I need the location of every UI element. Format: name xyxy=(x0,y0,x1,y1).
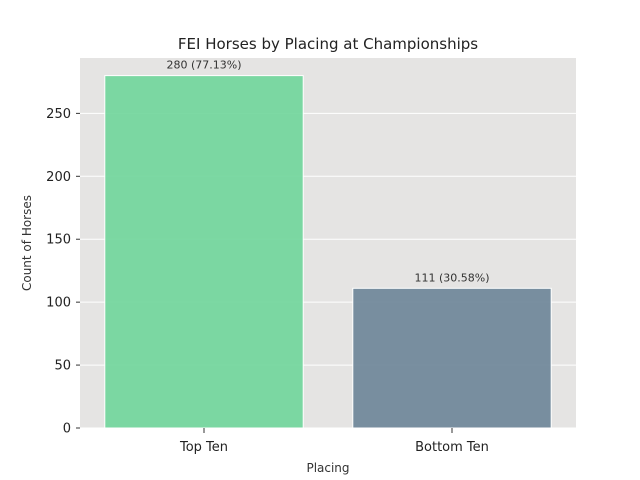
data-label: 280 (77.13%) xyxy=(166,59,241,72)
y-tick-label: 250 xyxy=(46,107,71,122)
x-axis-ticks: Top Ten Bottom Ten xyxy=(179,428,489,455)
bars xyxy=(104,75,552,429)
data-labels: 280 (77.13%) 111 (30.58%) xyxy=(166,59,489,285)
y-tick-label: 50 xyxy=(54,359,71,374)
x-tick-label: Top Ten xyxy=(179,440,228,455)
y-tick-label: 150 xyxy=(46,233,71,248)
bar-top-ten xyxy=(104,75,304,429)
y-tick-label: 100 xyxy=(46,296,71,311)
y-axis-ticks: 0 50 100 150 200 250 xyxy=(46,107,80,437)
data-label: 111 (30.58%) xyxy=(414,271,489,284)
y-tick-label: 0 xyxy=(63,422,71,437)
chart-title: FEI Horses by Placing at Championships xyxy=(178,35,478,53)
y-tick-label: 200 xyxy=(46,170,71,185)
x-axis-label: Placing xyxy=(306,461,349,475)
x-tick-label: Bottom Ten xyxy=(415,440,489,455)
bar-bottom-ten xyxy=(352,287,552,429)
y-axis-label: Count of Horses xyxy=(20,195,34,291)
